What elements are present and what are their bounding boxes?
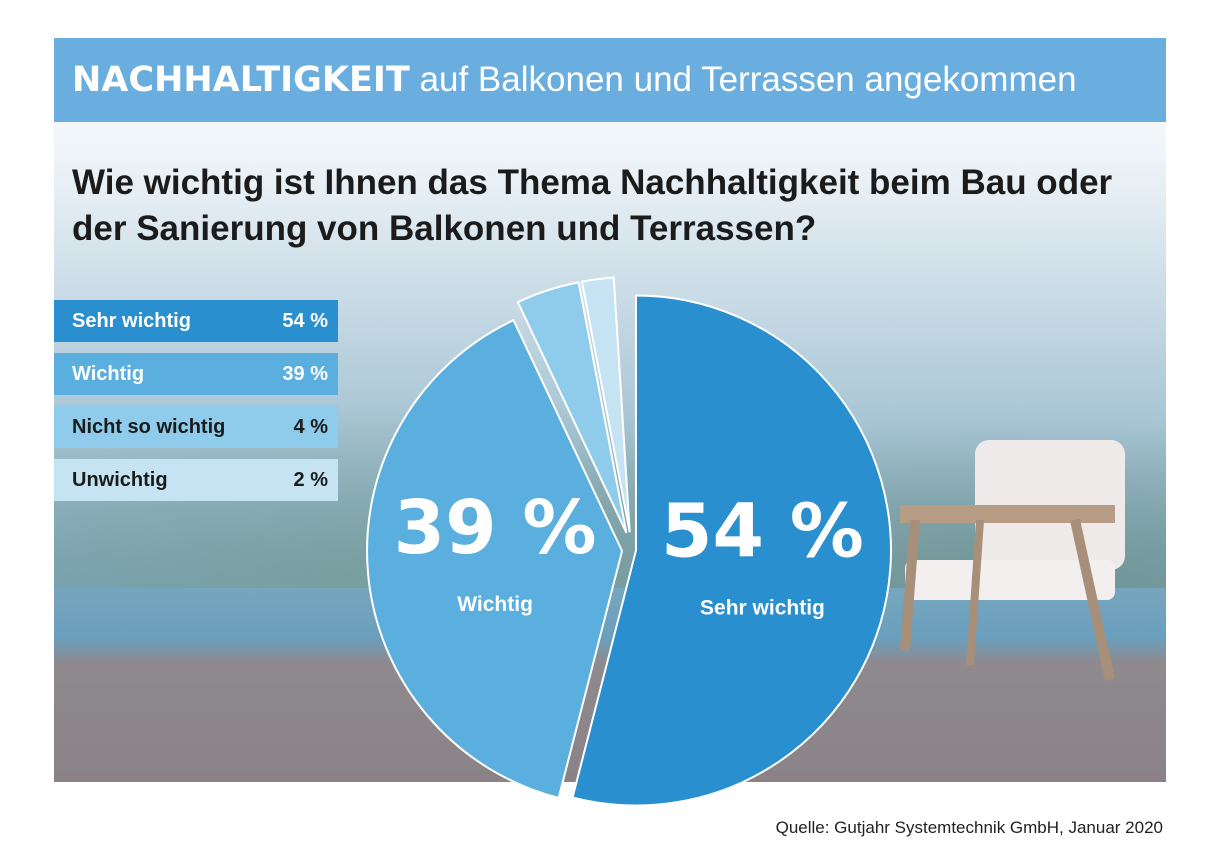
pie-slice [571,294,892,807]
legend-label: Sehr wichtig [72,309,191,332]
title-bold: NACHHALTIGKEIT [72,60,410,100]
legend-value: 2 % [293,468,328,491]
legend-label: Unwichtig [72,468,168,491]
legend-row: Unwichtig 2 % [54,459,338,501]
slice-label: Wichtig [457,593,533,616]
legend-value: 4 % [293,415,328,438]
legend-row: Sehr wichtig 54 % [54,300,338,342]
slice-label: Sehr wichtig [700,596,825,619]
source: Quelle: Gutjahr Systemtechnik GmbH, Janu… [775,818,1163,837]
title-regular: auf Balkonen und Terrassen angekommen [419,60,1077,99]
legend-row: Wichtig 39 % [54,353,338,395]
legend-row: Nicht so wichtig 4 % [54,406,338,448]
pie-slice [580,276,631,533]
legend-value: 54 % [282,309,328,332]
slice-value: 39 % [394,485,597,571]
legend-value: 39 % [282,362,328,385]
pie-slice [516,281,628,534]
pie-slice [366,318,624,800]
header: NACHHALTIGKEIT auf Balkonen und Terrasse… [54,38,1166,122]
legend-label: Nicht so wichtig [72,415,226,438]
legend: Sehr wichtig 54 % Wichtig 39 % Nicht so wich… [54,300,338,512]
slice-value: 54 % [661,488,864,574]
question: Wie wichtig ist Ihnen das Thema Nachhalt… [72,163,1113,248]
legend-label: Wichtig [72,362,145,385]
